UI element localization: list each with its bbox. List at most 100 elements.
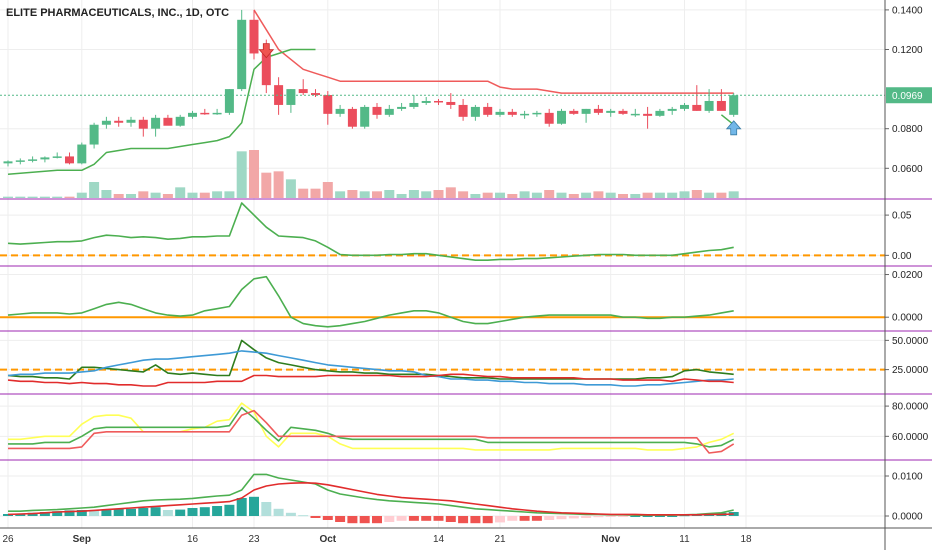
candle-body[interactable] xyxy=(421,100,431,103)
histogram-bar xyxy=(581,516,592,518)
time-tick-label: 21 xyxy=(494,534,506,545)
candle-body[interactable] xyxy=(89,124,99,145)
pane-2[interactable] xyxy=(0,265,932,328)
candle-body[interactable] xyxy=(323,95,333,114)
candle-body[interactable] xyxy=(65,156,74,164)
candle-body[interactable] xyxy=(581,108,591,114)
volume-bar xyxy=(691,190,702,198)
candle-body[interactable] xyxy=(52,156,62,158)
pane-1[interactable] xyxy=(0,198,932,261)
candle-body[interactable] xyxy=(237,19,247,90)
candle-body[interactable] xyxy=(286,89,296,105)
volume-bar xyxy=(285,179,296,198)
candle-body[interactable] xyxy=(40,157,50,160)
candle-body[interactable] xyxy=(335,108,345,114)
candle-body[interactable] xyxy=(532,112,542,115)
candle-body[interactable] xyxy=(680,104,689,109)
histogram-bar xyxy=(667,516,678,517)
stop-line xyxy=(253,9,734,94)
volume-bar xyxy=(162,194,173,198)
candle-body[interactable] xyxy=(212,112,222,115)
histogram-bar xyxy=(52,511,63,516)
time-axis[interactable]: 26 Sep 16 23 Oct 14 21 Nov 11 18 xyxy=(0,527,932,545)
candle-body[interactable] xyxy=(458,104,468,117)
candle-body[interactable] xyxy=(28,159,38,161)
candle-body[interactable] xyxy=(249,19,259,54)
candle-body[interactable] xyxy=(569,110,579,114)
volume-bar xyxy=(39,196,50,198)
candle-body[interactable] xyxy=(643,113,653,116)
pane-3[interactable] xyxy=(0,330,932,387)
y-tick-label: 0.00 xyxy=(892,251,912,262)
candle-body[interactable] xyxy=(667,108,677,111)
candle-body[interactable] xyxy=(544,112,554,124)
candle-body[interactable] xyxy=(618,110,628,114)
candle-body[interactable] xyxy=(692,104,702,111)
candle-body[interactable] xyxy=(311,93,320,96)
histogram-bar xyxy=(470,516,481,524)
candle-body[interactable] xyxy=(274,85,284,105)
candle-body[interactable] xyxy=(495,111,505,115)
candle-body[interactable] xyxy=(716,100,726,111)
candle-body[interactable] xyxy=(483,106,493,115)
candle-body[interactable] xyxy=(360,106,370,127)
candle-body[interactable] xyxy=(446,101,456,105)
candle-body[interactable] xyxy=(520,113,530,116)
candle-body[interactable] xyxy=(434,100,443,103)
histogram-bar xyxy=(544,516,555,520)
candle-body[interactable] xyxy=(298,89,308,94)
histogram-bar xyxy=(138,508,149,516)
candle-body[interactable] xyxy=(126,119,136,123)
candle-body[interactable] xyxy=(557,110,566,124)
candle-body[interactable] xyxy=(188,112,197,117)
candle-body[interactable] xyxy=(630,113,640,116)
volume-bar xyxy=(396,194,407,198)
candle-body[interactable] xyxy=(224,89,234,113)
candle-body[interactable] xyxy=(470,106,480,117)
pane-0[interactable] xyxy=(0,9,885,198)
candle-body[interactable] xyxy=(384,108,394,115)
volume-bar xyxy=(76,192,87,198)
volume-bar xyxy=(728,191,739,198)
candle-body[interactable] xyxy=(3,161,13,164)
volume-bar xyxy=(458,191,469,198)
time-tick-label: Sep xyxy=(73,534,91,545)
histogram-bar xyxy=(495,516,505,523)
histogram-bar xyxy=(224,504,235,516)
candle-body[interactable] xyxy=(409,102,419,107)
histogram-bar xyxy=(199,507,210,516)
y-tick-label: 0.0200 xyxy=(892,270,923,281)
volume-bar xyxy=(654,192,665,198)
candle-body[interactable] xyxy=(397,106,407,109)
y-tick-label: 0.0100 xyxy=(892,472,923,483)
candle-body[interactable] xyxy=(101,120,111,125)
volume-bar xyxy=(372,191,382,198)
histogram-bar xyxy=(519,516,530,521)
histogram-bar xyxy=(396,516,407,521)
candle-body[interactable] xyxy=(507,111,517,115)
histogram-bar xyxy=(113,508,124,516)
pane-4[interactable] xyxy=(0,393,932,454)
candle-body[interactable] xyxy=(606,110,616,113)
histogram-bar xyxy=(347,516,358,524)
candle-body[interactable] xyxy=(261,53,271,86)
candle-body[interactable] xyxy=(15,160,25,162)
candle-body[interactable] xyxy=(138,119,148,129)
candle-body[interactable] xyxy=(347,108,357,127)
candle-body[interactable] xyxy=(77,144,87,164)
candle-body[interactable] xyxy=(372,106,382,115)
pane-5[interactable] xyxy=(0,459,932,524)
candle-body[interactable] xyxy=(151,117,161,129)
candle-body[interactable] xyxy=(593,108,603,113)
volume-bar xyxy=(556,192,567,198)
price-axis[interactable]: 0.1400 0.1200 0.0800 0.0600 0.0969 0.05 0.00 0.… xyxy=(884,0,932,550)
candle-body[interactable] xyxy=(114,120,124,123)
histogram-bar xyxy=(236,498,247,516)
candle-body[interactable] xyxy=(655,110,665,116)
candle-body[interactable] xyxy=(175,116,185,126)
candle-body[interactable] xyxy=(704,100,714,111)
candle-body[interactable] xyxy=(163,117,173,126)
candle-body[interactable] xyxy=(200,112,210,115)
candle-body[interactable] xyxy=(729,95,739,115)
